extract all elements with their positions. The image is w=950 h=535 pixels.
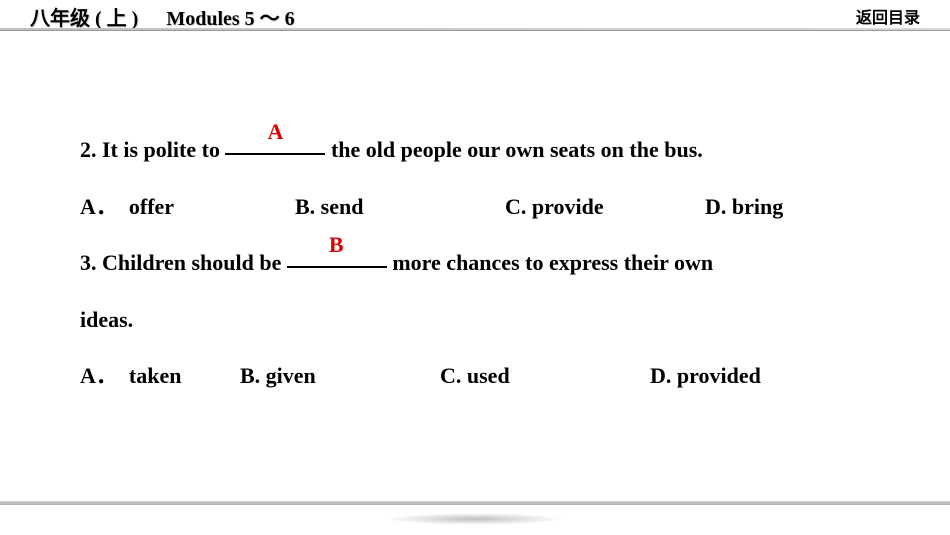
q2-option-a: A． offer <box>80 182 295 233</box>
q3-blank: B <box>287 238 387 289</box>
q3-blank-line <box>287 250 387 268</box>
q3-option-b: B. given <box>240 351 440 402</box>
q3-suffix: more chances to express their own <box>387 250 713 275</box>
q2-option-d: D. bring <box>705 182 783 233</box>
footer-divider <box>0 501 950 505</box>
footer-shadow <box>385 513 565 525</box>
q3-option-c: C. used <box>440 351 650 402</box>
q3-prefix: 3. Children should be <box>80 250 287 275</box>
return-link[interactable]: 返回目录 <box>856 4 920 28</box>
question-3-stem: 3. Children should be B more chances to … <box>80 238 870 289</box>
q3-option-d: D. provided <box>650 351 761 402</box>
header-bar: 八年级 ( 上 ) Modules 5 ～ 6 返回目录 <box>0 0 950 30</box>
question-3-stem-line2: ideas. <box>80 295 870 346</box>
content-area: 2. It is polite to A the old people our … <box>0 30 950 402</box>
header-title-grade: 八年级 ( 上 ) <box>30 2 138 31</box>
q2-options: A． offer B. send C. provide D. bring <box>80 182 870 233</box>
q2-option-c: C. provide <box>505 182 705 233</box>
q2-blank: A <box>225 125 325 176</box>
q3-option-a: A． taken <box>80 351 240 402</box>
question-2-stem: 2. It is polite to A the old people our … <box>80 125 870 176</box>
q3-options: A． taken B. given C. used D. provided <box>80 351 870 402</box>
q2-suffix: the old people our own seats on the bus. <box>325 137 702 162</box>
q2-option-b: B. send <box>295 182 505 233</box>
header-title-modules: Modules 5 ～ 6 <box>166 2 294 31</box>
q3-line2: ideas. <box>80 307 133 332</box>
q2-blank-line <box>225 137 325 155</box>
q2-prefix: 2. It is polite to <box>80 137 225 162</box>
header-divider <box>0 28 950 31</box>
